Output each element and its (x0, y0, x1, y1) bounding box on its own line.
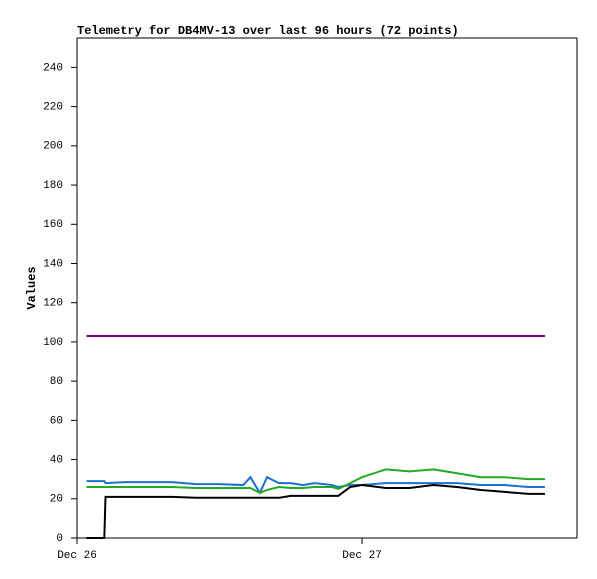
y-tick-label: 20 (50, 494, 63, 506)
series-line (86, 484, 545, 539)
y-axis-label: Values (25, 266, 39, 309)
y-tick-label: 80 (50, 376, 63, 388)
chart-title: Telemetry for DB4MV-13 over last 96 hour… (77, 24, 459, 38)
x-tick-label: Dec 27 (342, 550, 382, 562)
x-tick-label: Dec 26 (57, 550, 97, 562)
y-tick-label: 120 (43, 298, 63, 310)
y-tick-label: 0 (56, 533, 63, 545)
y-tick-label: 140 (43, 258, 63, 270)
y-tick-label: 220 (43, 102, 63, 114)
y-tick-label: 240 (43, 62, 63, 74)
y-tick-label: 40 (50, 454, 63, 466)
series-line (86, 468, 545, 495)
y-tick-label: 180 (43, 180, 63, 192)
plot-frame (76, 37, 578, 539)
y-tick-label: 60 (50, 415, 63, 427)
y-tick-label: 100 (43, 337, 63, 349)
y-tick-label: 160 (43, 219, 63, 231)
y-tick-label: 200 (43, 141, 63, 153)
series-line (86, 475, 545, 496)
